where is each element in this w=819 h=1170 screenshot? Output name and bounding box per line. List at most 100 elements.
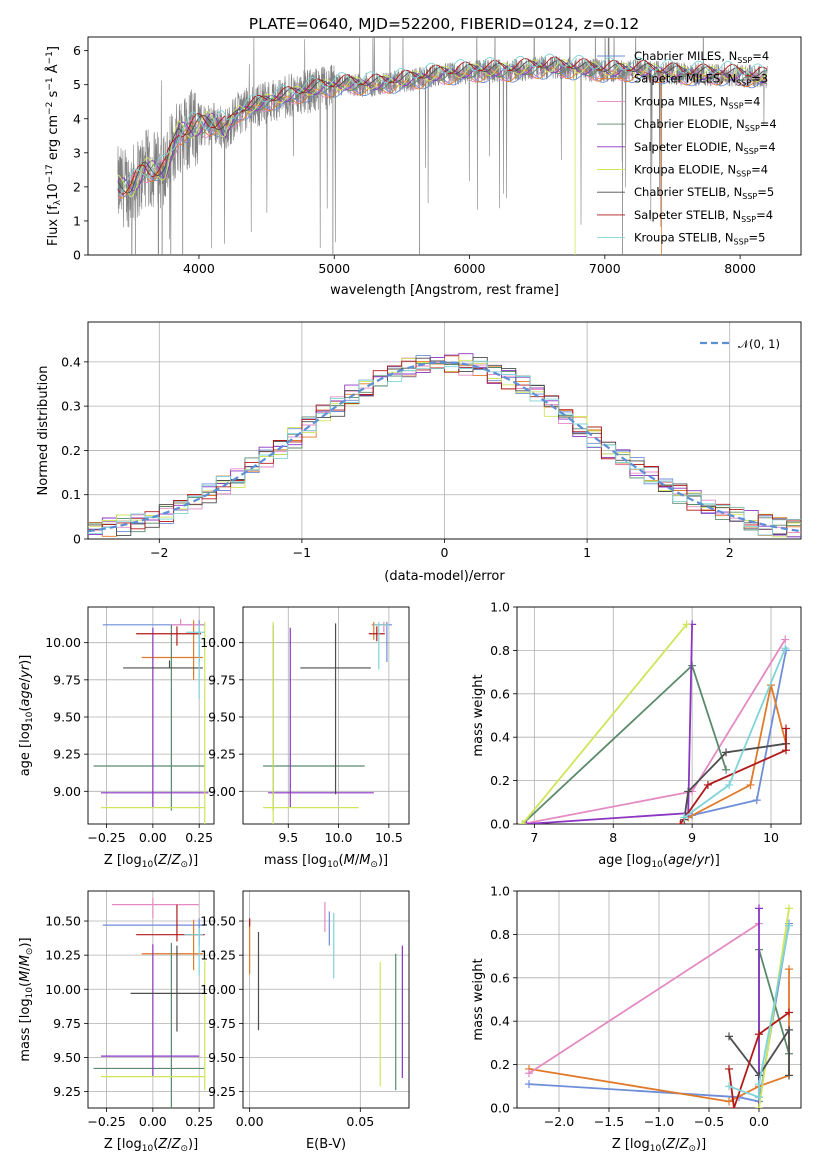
- plot-area-mass-Z: [93, 897, 206, 1108]
- y-tick-label: 1.0: [490, 600, 510, 615]
- y-tick-label: 9.00: [208, 784, 236, 799]
- point-marker: [755, 1071, 763, 1080]
- errorbar-point-6: [100, 621, 206, 824]
- y-tick-label: 9.75: [208, 1016, 236, 1031]
- y-tick-label: 6: [73, 43, 81, 58]
- y-tick-label: 10.00: [200, 635, 236, 650]
- y-tick-label: 9.75: [53, 1016, 81, 1031]
- point-marker: [518, 820, 527, 824]
- legend-label-4: Chabrier ELODIE, NSSP=4: [634, 117, 777, 133]
- plot-area-mw-age: [518, 620, 791, 824]
- legend-label-3: Kroupa MILES, NSSP=4: [634, 94, 760, 110]
- x-tick-label: 9.5: [278, 830, 298, 845]
- x-tick-label: 2: [726, 545, 734, 560]
- point-marker: [781, 644, 790, 653]
- series-line: [521, 623, 688, 824]
- x-axis-label-mw-Z: Z [log10(Z/Z⊙)]: [612, 1137, 706, 1154]
- y-tick-label: 0.0: [490, 1101, 510, 1116]
- y-tick-label: 0.3: [61, 399, 81, 414]
- axes-mw-Z: −2.0 −1.5 −1.0 −0.5 0.0 0.0 0.2 0.4 0.6 0.8 1.0: [490, 884, 802, 1129]
- y-tick-label: 9.50: [208, 1050, 236, 1065]
- y-tick-label: 0: [73, 532, 81, 547]
- axes-frame: [242, 890, 410, 1109]
- gaussian-curve: [88, 361, 801, 533]
- residual-histogram-9: [88, 360, 801, 536]
- x-axis-label-residuals: (data-model)/error: [384, 569, 505, 584]
- y-tick-label: 9.25: [208, 747, 236, 762]
- point-marker: [752, 796, 761, 805]
- point-marker: [755, 1030, 763, 1039]
- x-tick-label: 6000: [454, 261, 486, 276]
- errorbar-point-4: [263, 624, 365, 811]
- x-tick-label: 7: [530, 830, 538, 845]
- y-tick-label: 9.00: [53, 784, 81, 799]
- errorbar-point-8: [136, 904, 205, 942]
- y-tick-label: 10.25: [200, 948, 236, 963]
- y-tick-label: 2: [73, 179, 81, 194]
- y-axis-label-residuals: Normed distribution: [36, 366, 51, 496]
- x-tick-label: 0.25: [185, 830, 213, 845]
- y-tick-label: 1.0: [490, 884, 510, 899]
- mass-weight-series-4: [518, 661, 731, 824]
- x-tick-label: 0.0: [749, 1114, 769, 1129]
- axes-frame: [87, 321, 802, 540]
- mass-weight-series-9: [680, 644, 790, 822]
- y-tick-label: 10.25: [45, 948, 81, 963]
- errorbar-point-7: [130, 945, 205, 1032]
- y-tick-label: 0: [73, 248, 81, 263]
- legend-label-gaussian: 𝒩(0, 1): [738, 337, 780, 351]
- legend-label-2: Salpeter MILES, NSSP=3: [634, 72, 768, 88]
- y-axis-label-spectrum: Flux [fλ10−17 erg cm−2 s−1 Å−1]: [45, 46, 63, 246]
- x-tick-label: 1: [583, 545, 591, 560]
- errorbar-point-6: [263, 621, 359, 824]
- point-marker: [785, 1008, 793, 1017]
- plot-area-age-Z: [93, 618, 209, 824]
- plot-area-mass-EBV: [249, 901, 403, 1091]
- x-tick-label: 5000: [318, 261, 350, 276]
- x-axis-label-mw-age: age [log10(age/yr)]: [598, 853, 720, 870]
- y-axis-label-mw-Z: mass weight: [471, 958, 486, 1040]
- series-line: [728, 925, 790, 1099]
- point-marker: [755, 904, 763, 913]
- axes-mass-EBV: 0.00 0.05 9.25 9.50 9.75 10.00 10.25 10.50: [200, 890, 410, 1129]
- model-spectrum-9: [117, 53, 768, 196]
- y-tick-label: 10.50: [45, 914, 81, 929]
- y-tick-label: 9.75: [208, 672, 236, 687]
- y-tick-label: 0.6: [490, 970, 510, 985]
- errorbar-point-1: [378, 621, 392, 662]
- x-axis-label-mass-EBV: E(B-V): [306, 1137, 346, 1152]
- figure-title: PLATE=0640, MJD=52200, FIBERID=0124, z=0…: [249, 15, 639, 33]
- axes-frame: [87, 890, 215, 1109]
- y-tick-label: 3: [73, 145, 81, 160]
- legend-label-7: Chabrier STELIB, NSSP=5: [634, 185, 774, 201]
- y-tick-label: 5: [73, 77, 81, 92]
- residual-histogram-2: [88, 355, 801, 537]
- spectrum-legend: Chabrier MILES, NSSP=4 Salpeter MILES, NS…: [597, 49, 777, 247]
- point-marker: [525, 1069, 533, 1078]
- y-axis-label-mass-Z: mass [log10(M/M⊙)]: [18, 937, 35, 1061]
- model-spectrum-2: [117, 67, 768, 199]
- point-marker: [730, 1104, 738, 1108]
- axes-frame: [87, 606, 215, 825]
- point-marker: [722, 765, 731, 774]
- point-marker: [680, 813, 689, 822]
- errorbar-point-7: [123, 660, 203, 669]
- y-tick-label: 1: [73, 213, 81, 228]
- point-marker: [785, 904, 793, 913]
- point-marker: [782, 724, 791, 733]
- series-line: [679, 728, 787, 824]
- x-axis-label-mass-Z: Z [log10(Z/Z⊙)]: [104, 1137, 198, 1154]
- x-tick-label: −0.5: [694, 1114, 724, 1129]
- series-line: [683, 742, 787, 820]
- residual-histogram-8: [88, 360, 801, 531]
- y-tick-label: 9.25: [53, 747, 81, 762]
- y-tick-label: 0.8: [490, 927, 510, 942]
- errorbar-point-6: [100, 960, 206, 1091]
- x-tick-label: 10.5: [375, 830, 403, 845]
- legend-label-1: Chabrier MILES, NSSP=4: [634, 49, 769, 65]
- point-marker: [725, 1032, 733, 1041]
- mass-weight-series-3: [525, 919, 763, 1078]
- errorbar-point-9: [373, 621, 389, 670]
- mass-weight-series-9: [725, 921, 793, 1102]
